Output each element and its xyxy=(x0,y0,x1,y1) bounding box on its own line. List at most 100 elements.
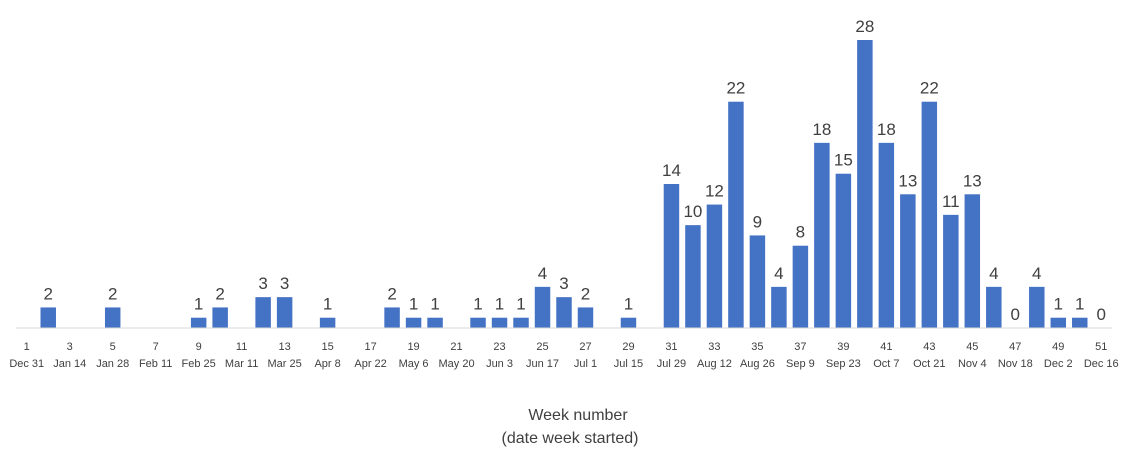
tick-week-9: 9 xyxy=(196,341,202,353)
data-label-week-39: 15 xyxy=(834,151,853,170)
data-label-week-20: 1 xyxy=(430,295,439,314)
data-label-week-41: 18 xyxy=(877,120,896,139)
tick-date-week-21: May 20 xyxy=(439,358,475,370)
tick-week-15: 15 xyxy=(321,341,333,353)
bar-week-39 xyxy=(835,173,852,328)
data-label-week-49: 1 xyxy=(1054,295,1063,314)
tick-date-week-25: Jun 17 xyxy=(526,358,559,370)
bar-week-26 xyxy=(556,297,572,328)
data-label-week-43: 22 xyxy=(920,79,939,98)
tick-week-49: 49 xyxy=(1052,341,1064,353)
tick-week-21: 21 xyxy=(450,341,462,353)
data-label-week-29: 1 xyxy=(624,295,633,314)
tick-date-week-11: Mar 11 xyxy=(225,358,258,370)
bar-week-31 xyxy=(663,184,680,328)
tick-date-week-51: Dec 16 xyxy=(1084,358,1119,370)
data-label-week-31: 14 xyxy=(662,161,681,180)
tick-week-3: 3 xyxy=(67,341,73,353)
tick-date-week-41: Oct 7 xyxy=(873,358,899,370)
data-label-week-42: 13 xyxy=(898,171,917,190)
data-label-week-32: 10 xyxy=(683,202,702,221)
bar-week-49 xyxy=(1050,317,1067,328)
bar-week-20 xyxy=(427,317,443,328)
data-label-week-2: 2 xyxy=(44,284,53,303)
bar-week-48 xyxy=(1029,286,1045,328)
bar-week-41 xyxy=(878,142,895,328)
data-label-week-38: 18 xyxy=(812,120,831,139)
data-label-week-34: 22 xyxy=(726,79,745,98)
tick-week-5: 5 xyxy=(110,341,116,353)
tick-date-week-17: Apr 22 xyxy=(354,358,386,370)
bar-week-10 xyxy=(212,307,228,328)
tick-date-week-5: Jan 28 xyxy=(96,358,129,370)
tick-date-week-23: Jun 3 xyxy=(486,358,513,370)
tick-week-19: 19 xyxy=(407,341,419,353)
x-axis-title-line-1: Week number xyxy=(528,407,628,424)
bar-week-37 xyxy=(792,245,809,328)
bar-week-43 xyxy=(921,101,938,328)
tick-week-39: 39 xyxy=(837,341,849,353)
data-label-week-44: 11 xyxy=(942,192,960,211)
data-label-week-22: 1 xyxy=(473,295,482,314)
data-label-week-40: 28 xyxy=(855,17,874,36)
tick-date-week-35: Aug 26 xyxy=(740,358,775,370)
x-axis-title-line-2: (date week started) xyxy=(502,430,639,447)
data-label-week-19: 1 xyxy=(409,295,418,314)
tick-week-37: 37 xyxy=(794,341,806,353)
data-label-week-15: 1 xyxy=(323,295,332,314)
data-label-week-25: 4 xyxy=(538,264,547,283)
tick-week-23: 23 xyxy=(493,341,505,353)
data-label-week-9: 1 xyxy=(194,295,203,314)
tick-week-31: 31 xyxy=(665,341,677,353)
data-label-week-24: 1 xyxy=(516,295,525,314)
data-label-week-5: 2 xyxy=(108,284,117,303)
tick-week-17: 17 xyxy=(364,341,376,353)
tick-date-week-33: Aug 12 xyxy=(697,358,732,370)
tick-date-week-43: Oct 21 xyxy=(913,358,945,370)
data-label-week-23: 1 xyxy=(495,295,504,314)
tick-week-25: 25 xyxy=(536,341,548,353)
data-label-week-35: 9 xyxy=(753,212,762,231)
bar-week-50 xyxy=(1072,317,1088,328)
data-label-week-37: 8 xyxy=(796,223,805,242)
tick-date-week-39: Sep 23 xyxy=(826,358,861,370)
tick-date-week-27: Jul 1 xyxy=(574,358,597,370)
tick-week-11: 11 xyxy=(236,341,247,353)
tick-date-week-45: Nov 4 xyxy=(958,358,987,370)
data-label-week-10: 2 xyxy=(215,284,224,303)
x-tick-labels-group: 1 Dec 31 3 Jan 14 5 Jan 28 7 Feb 11 9 Feb 25 11 Mar… xyxy=(9,341,1118,370)
tick-week-13: 13 xyxy=(279,341,291,353)
bar-week-25 xyxy=(534,286,551,328)
bar-week-2 xyxy=(40,307,56,328)
tick-week-35: 35 xyxy=(751,341,763,353)
bar-week-27 xyxy=(577,307,594,328)
data-label-week-47: 0 xyxy=(1011,305,1020,324)
tick-week-45: 45 xyxy=(966,341,978,353)
bar-week-35 xyxy=(749,235,766,328)
bar-week-15 xyxy=(319,317,336,328)
tick-date-week-7: Feb 11 xyxy=(139,358,172,370)
data-label-week-45: 13 xyxy=(963,171,982,190)
bar-week-34 xyxy=(728,101,744,328)
tick-week-47: 47 xyxy=(1009,341,1021,353)
tick-week-43: 43 xyxy=(923,341,935,353)
tick-week-29: 29 xyxy=(622,341,634,353)
bar-week-46 xyxy=(986,286,1002,328)
tick-week-1: 1 xyxy=(24,341,30,353)
tick-date-week-19: May 6 xyxy=(399,358,429,370)
tick-date-week-47: Nov 18 xyxy=(998,358,1033,370)
tick-week-33: 33 xyxy=(708,341,720,353)
tick-date-week-15: Apr 8 xyxy=(314,358,340,370)
data-label-week-50: 1 xyxy=(1075,295,1084,314)
tick-date-week-3: Jan 14 xyxy=(53,358,86,370)
tick-date-week-49: Dec 2 xyxy=(1044,358,1073,370)
bars-group xyxy=(40,40,1088,328)
tick-week-51: 51 xyxy=(1095,341,1107,353)
bar-week-42 xyxy=(900,194,916,328)
bar-week-13 xyxy=(276,297,293,328)
bar-week-12 xyxy=(255,297,271,328)
bar-week-40 xyxy=(857,40,873,328)
tick-week-27: 27 xyxy=(579,341,591,353)
